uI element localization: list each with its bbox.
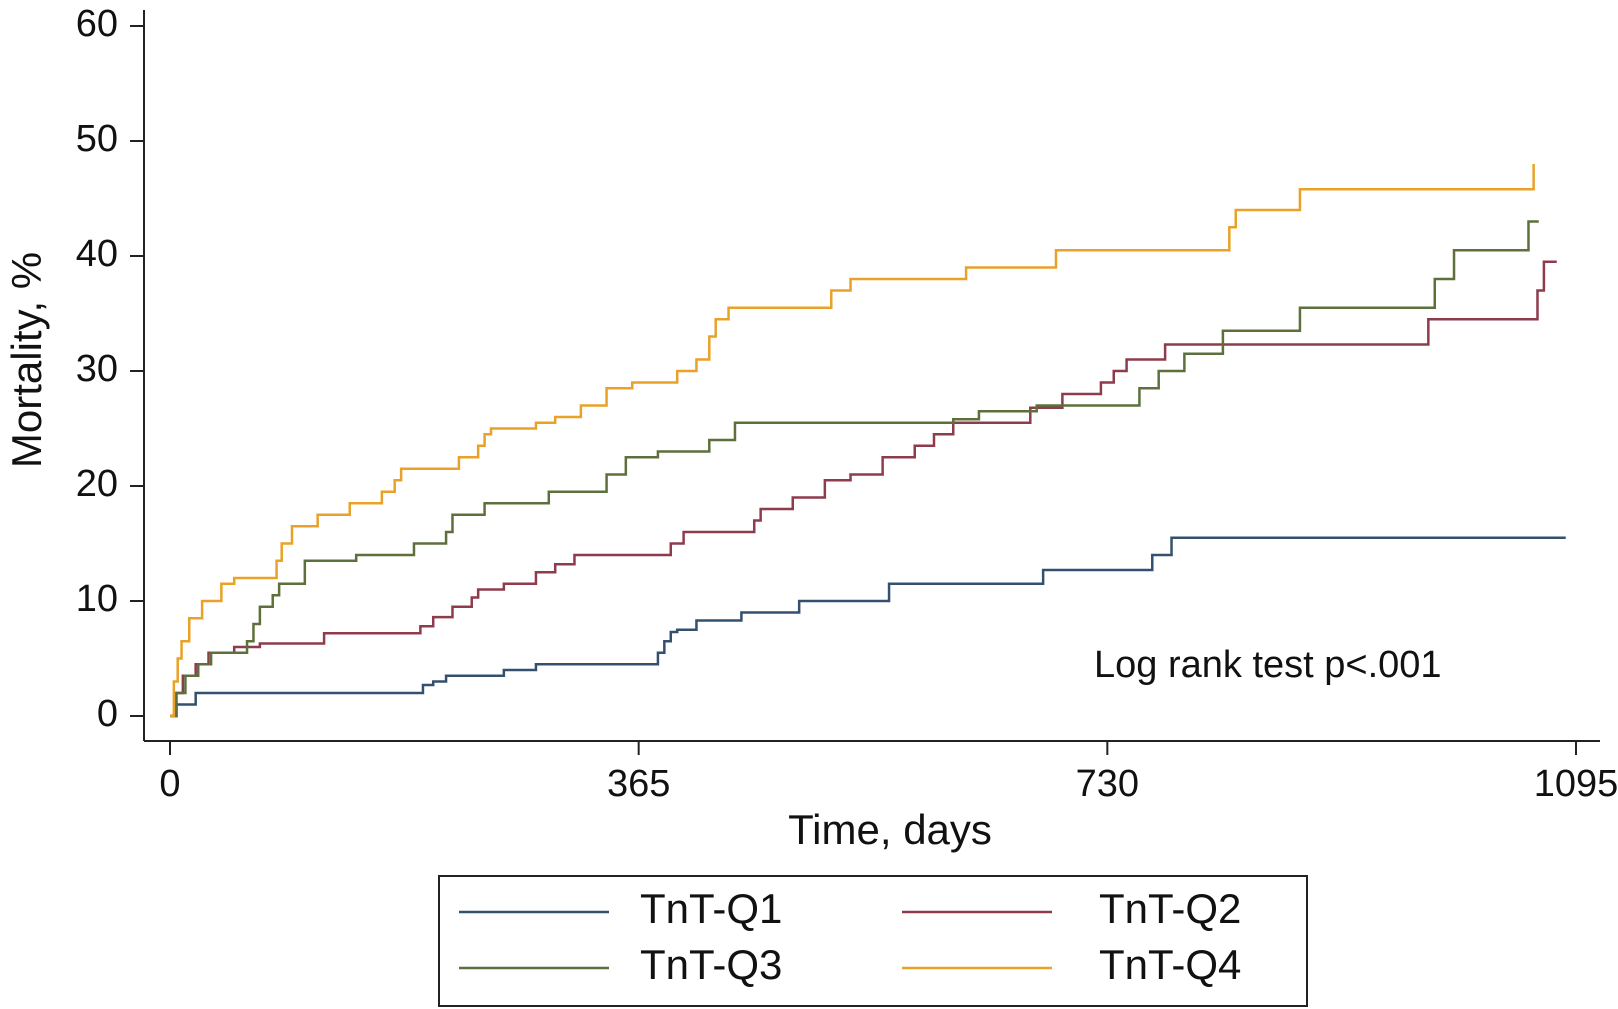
series-line xyxy=(170,260,1557,718)
x-tick-label: 365 xyxy=(607,763,670,805)
legend-label: TnT-Q4 xyxy=(1099,941,1241,988)
annotation: Log rank test p<.001 xyxy=(1094,644,1442,686)
legend-label: TnT-Q3 xyxy=(640,941,782,988)
series-line xyxy=(170,164,1535,718)
y-tick-label: 60 xyxy=(76,3,118,45)
legend-box xyxy=(438,875,1308,1007)
y-axis-label: Mortality, % xyxy=(3,252,50,468)
x-tick-label: 730 xyxy=(1076,763,1139,805)
series-line xyxy=(170,536,1566,718)
y-tick-label: 40 xyxy=(76,233,118,275)
y-tick-label: 30 xyxy=(76,348,118,390)
y-tick-label: 50 xyxy=(76,118,118,160)
y-tick-label: 10 xyxy=(76,578,118,620)
legend-label: TnT-Q1 xyxy=(640,885,782,932)
series-line xyxy=(170,220,1539,718)
x-tick-label: 1095 xyxy=(1534,763,1618,805)
legend-label: TnT-Q2 xyxy=(1099,885,1241,932)
y-tick-label: 0 xyxy=(97,693,118,735)
y-tick-label: 20 xyxy=(76,463,118,505)
x-tick-label: 0 xyxy=(159,763,180,805)
x-axis-label: Time, days xyxy=(788,806,992,853)
